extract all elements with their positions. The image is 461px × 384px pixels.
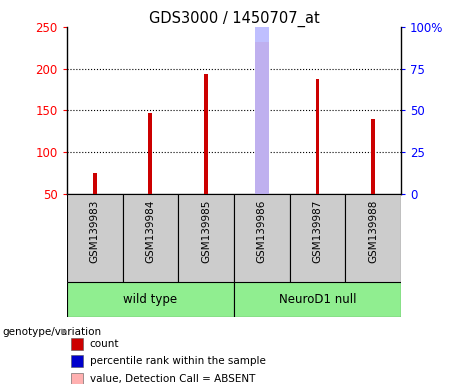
Text: value, Detection Call = ABSENT: value, Detection Call = ABSENT — [90, 374, 255, 384]
Bar — [71, 355, 83, 367]
Bar — [71, 338, 83, 350]
Bar — [67, 194, 123, 282]
Bar — [316, 79, 319, 194]
Text: GSM139986: GSM139986 — [257, 200, 267, 263]
Title: GDS3000 / 1450707_at: GDS3000 / 1450707_at — [148, 11, 319, 27]
Text: GSM139987: GSM139987 — [313, 200, 323, 263]
Text: GSM139984: GSM139984 — [145, 200, 155, 263]
Bar — [371, 119, 375, 194]
Text: GSM139983: GSM139983 — [90, 200, 100, 263]
Text: wild type: wild type — [124, 293, 177, 306]
Bar — [345, 194, 401, 282]
Text: GSM139985: GSM139985 — [201, 200, 211, 263]
Text: genotype/variation: genotype/variation — [2, 326, 101, 337]
Bar — [290, 194, 345, 282]
Text: NeuroD1 null: NeuroD1 null — [279, 293, 356, 306]
Text: percentile rank within the sample: percentile rank within the sample — [90, 356, 266, 366]
Text: count: count — [90, 339, 119, 349]
Text: GSM139988: GSM139988 — [368, 200, 378, 263]
Bar — [255, 42, 269, 194]
Bar — [148, 113, 152, 194]
Bar — [234, 194, 290, 282]
Bar — [204, 74, 208, 194]
Bar — [93, 173, 97, 194]
Bar — [234, 282, 401, 317]
Bar — [178, 194, 234, 282]
Bar — [255, 0, 269, 194]
Bar — [123, 194, 178, 282]
Bar — [71, 372, 83, 384]
Bar — [67, 282, 234, 317]
